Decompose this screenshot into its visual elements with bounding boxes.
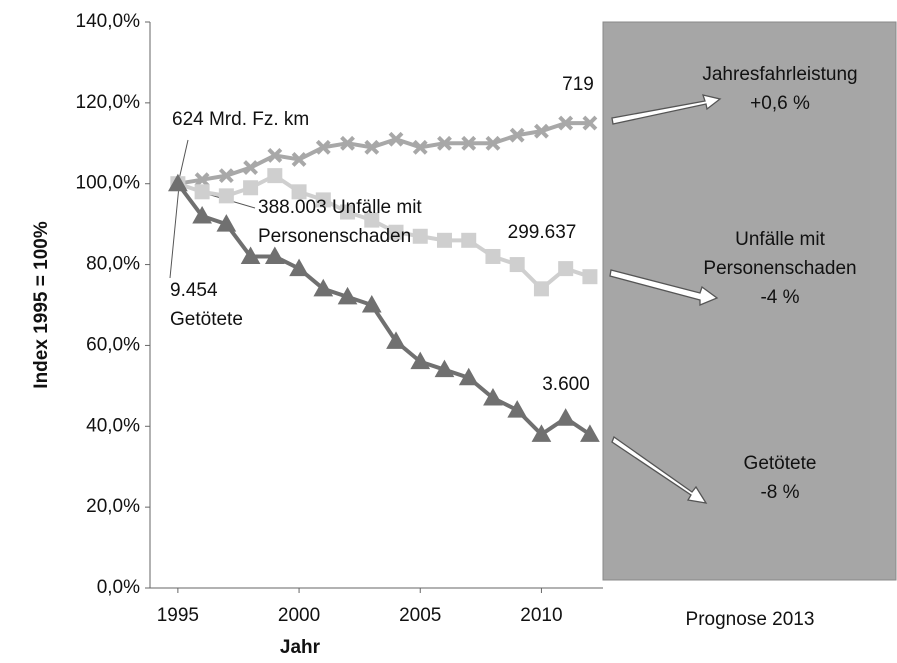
annotation: +0,6 % bbox=[750, 93, 810, 114]
annotation: 388.003 Unfälle mit bbox=[258, 197, 422, 218]
marker bbox=[580, 424, 600, 442]
annotation: Personenschaden bbox=[258, 226, 411, 247]
annotation: Unfälle mit bbox=[735, 229, 825, 250]
marker bbox=[485, 135, 501, 151]
marker bbox=[364, 212, 380, 228]
marker bbox=[194, 184, 210, 200]
marker bbox=[216, 214, 237, 232]
annotation: Personenschaden bbox=[703, 258, 856, 279]
marker bbox=[291, 152, 307, 167]
annotation: 9.454 bbox=[170, 280, 218, 301]
marker bbox=[264, 246, 285, 264]
marker bbox=[289, 258, 309, 277]
marker bbox=[483, 387, 503, 406]
marker bbox=[533, 281, 549, 297]
marker bbox=[507, 400, 528, 418]
series-line bbox=[177, 121, 590, 186]
marker bbox=[364, 139, 380, 155]
marker bbox=[555, 408, 576, 426]
marker bbox=[315, 192, 331, 208]
annotation: Getötete bbox=[744, 453, 817, 474]
marker bbox=[361, 294, 382, 313]
annotation: Getötete bbox=[170, 309, 243, 330]
x-tick-label: 2000 bbox=[278, 605, 320, 626]
marker bbox=[240, 246, 261, 264]
forecast-title: Prognose 2013 bbox=[686, 609, 815, 630]
marker bbox=[412, 228, 428, 244]
marker bbox=[218, 188, 234, 204]
y-tick-label: 140,0% bbox=[76, 11, 141, 32]
arrow bbox=[611, 435, 708, 504]
marker bbox=[509, 257, 525, 273]
arrow bbox=[609, 269, 719, 306]
marker bbox=[388, 224, 404, 240]
annotation: 719 bbox=[562, 74, 594, 95]
marker bbox=[485, 248, 501, 264]
marker bbox=[534, 123, 549, 139]
y-tick-label: 20,0% bbox=[86, 496, 140, 517]
marker bbox=[436, 232, 452, 248]
arrows bbox=[609, 94, 722, 504]
annotation: 299.637 bbox=[508, 222, 577, 243]
marker bbox=[315, 139, 331, 155]
marker bbox=[337, 286, 358, 305]
y-tick-label: 100,0% bbox=[76, 173, 141, 194]
marker bbox=[558, 261, 574, 277]
marker bbox=[340, 135, 355, 151]
leader-line bbox=[169, 185, 180, 279]
marker bbox=[291, 184, 307, 200]
marker bbox=[531, 424, 552, 442]
marker bbox=[437, 135, 452, 151]
annotation: 3.600 bbox=[542, 374, 590, 395]
marker bbox=[218, 168, 234, 184]
annotation: -4 % bbox=[760, 287, 799, 308]
marker bbox=[243, 180, 259, 196]
marker bbox=[461, 232, 477, 248]
marker bbox=[386, 331, 406, 349]
leader-lines bbox=[169, 139, 256, 279]
marker bbox=[558, 115, 574, 131]
annotation: 624 Mrd. Fz. km bbox=[172, 109, 309, 130]
x-axis-title: Jahr bbox=[280, 637, 321, 658]
x-tick-label: 2005 bbox=[399, 605, 441, 626]
marker bbox=[461, 135, 477, 151]
marker bbox=[458, 367, 479, 386]
y-tick-label: 40,0% bbox=[86, 415, 140, 436]
annotation: Jahresfahrleistung bbox=[702, 64, 857, 85]
marker bbox=[267, 168, 283, 184]
y-tick-label: 60,0% bbox=[86, 334, 140, 355]
marker bbox=[412, 139, 428, 155]
marker bbox=[243, 160, 259, 175]
marker bbox=[410, 351, 431, 370]
marker bbox=[388, 131, 404, 147]
marker bbox=[192, 206, 212, 224]
marker bbox=[194, 172, 210, 188]
y-axis-title: Index 1995 = 100% bbox=[31, 221, 52, 389]
x-tick-label: 1995 bbox=[157, 605, 199, 626]
x-tick-label: 2010 bbox=[520, 605, 562, 626]
marker bbox=[313, 278, 334, 297]
y-tick-label: 80,0% bbox=[86, 254, 140, 275]
marker bbox=[168, 173, 188, 192]
marker bbox=[340, 204, 356, 220]
marker bbox=[582, 269, 598, 285]
annotation: -8 % bbox=[760, 482, 799, 503]
arrow bbox=[611, 94, 722, 125]
marker bbox=[582, 115, 598, 131]
marker bbox=[509, 127, 525, 143]
marker bbox=[267, 147, 283, 163]
y-tick-label: 0,0% bbox=[97, 577, 140, 598]
y-tick-label: 120,0% bbox=[76, 92, 141, 113]
marker bbox=[434, 359, 455, 378]
